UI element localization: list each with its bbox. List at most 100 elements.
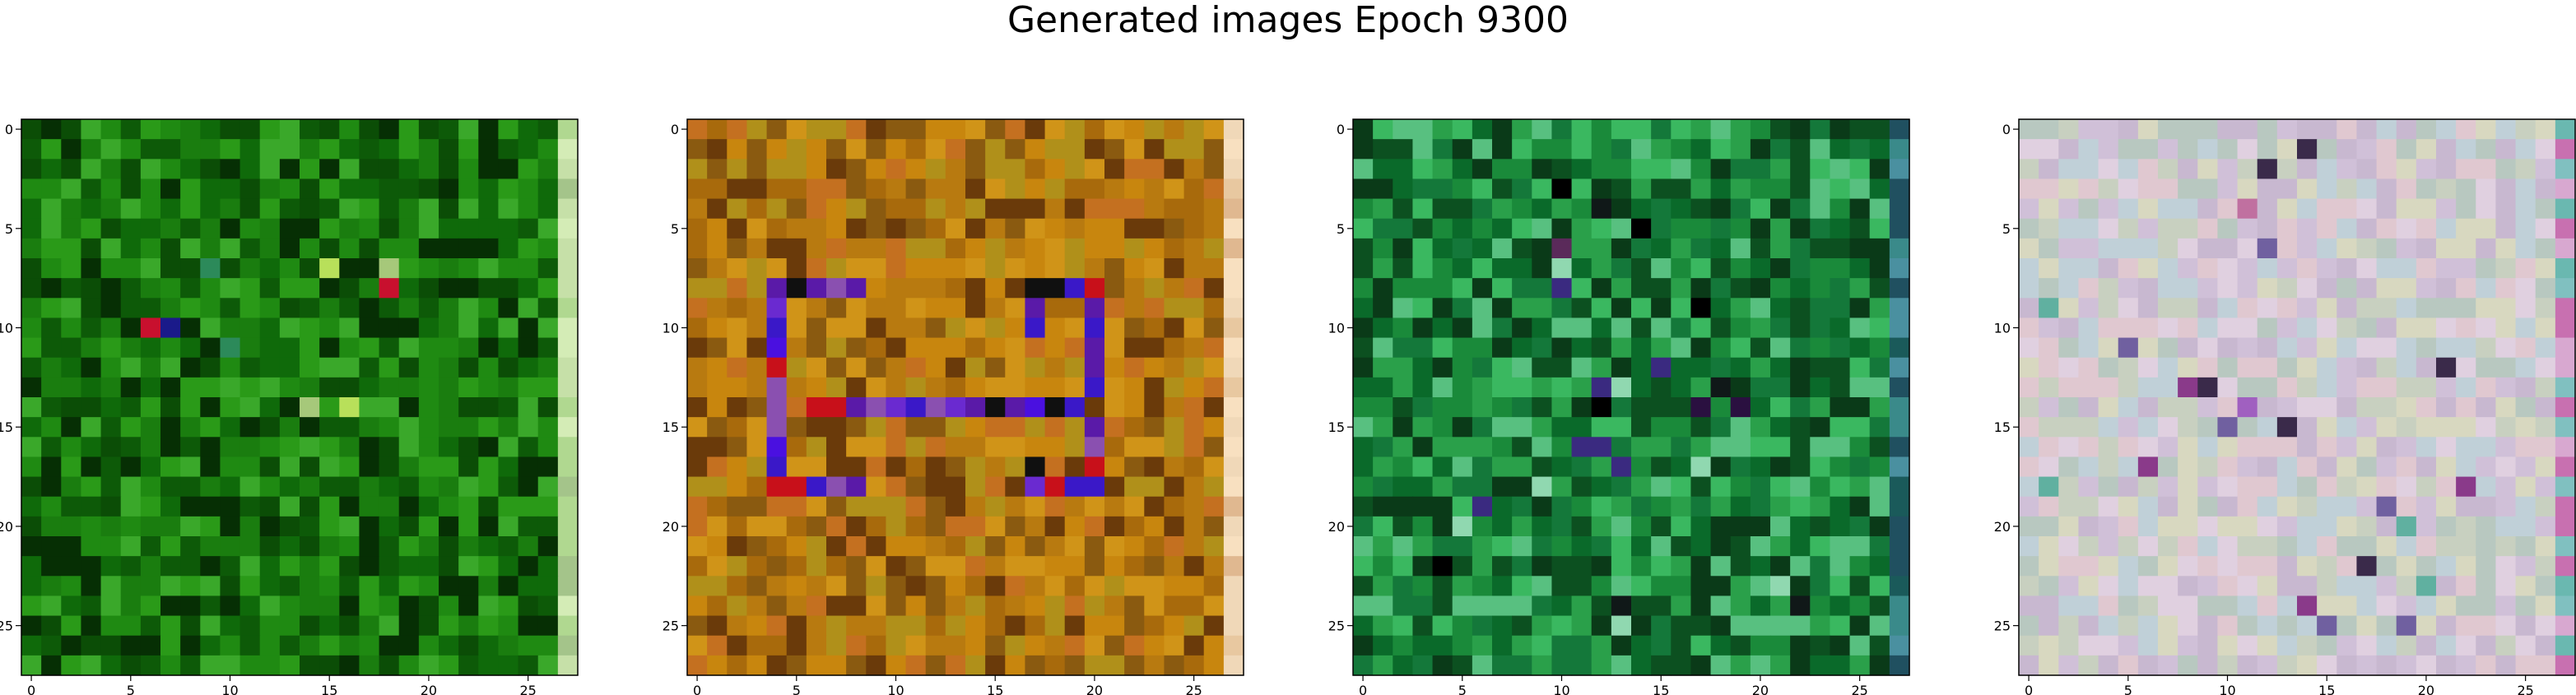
heatmap-cell — [220, 298, 240, 318]
heatmap-cell — [1890, 298, 1910, 318]
heatmap-cell — [1492, 656, 1513, 676]
heatmap-cell — [2178, 317, 2198, 338]
heatmap-cell — [1810, 258, 1830, 279]
heatmap-cell — [1592, 477, 1612, 498]
heatmap-cell — [558, 378, 579, 398]
heatmap-cell — [260, 397, 281, 418]
heatmap-cell — [1810, 159, 1830, 179]
heatmap-cell — [2178, 119, 2198, 140]
heatmap-cell — [2257, 278, 2278, 299]
heatmap-cell — [2317, 119, 2337, 140]
heatmap-cell — [81, 199, 101, 220]
heatmap-cell — [458, 199, 479, 220]
heatmap-cell — [1164, 437, 1184, 457]
heatmap-cell — [946, 417, 966, 438]
heatmap-cell — [1690, 159, 1711, 179]
heatmap-cell — [1005, 199, 1025, 220]
heatmap-cell — [339, 159, 360, 179]
heatmap-cell — [2377, 497, 2397, 517]
heatmap-cell — [300, 456, 320, 477]
heatmap-cell — [180, 517, 201, 537]
heatmap-cell — [1492, 477, 1513, 498]
heatmap-cell — [846, 497, 867, 517]
heatmap-cell — [2337, 199, 2357, 220]
heatmap-cell — [1005, 258, 1025, 279]
heatmap-cell — [1433, 139, 1453, 160]
heatmap-cell — [399, 159, 420, 179]
heatmap-cell — [1433, 636, 1453, 656]
heatmap-cell — [2217, 278, 2238, 299]
heatmap-cell — [1532, 497, 1552, 517]
heatmap-cell — [81, 576, 101, 596]
heatmap-cell — [1532, 159, 1552, 179]
heatmap-cell — [2138, 139, 2159, 160]
heatmap-cell — [2158, 556, 2178, 577]
heatmap-cell — [359, 298, 379, 318]
heatmap-cell — [2516, 358, 2536, 378]
heatmap-cell — [518, 378, 539, 398]
heatmap-cell — [1671, 159, 1691, 179]
heatmap-cell — [2297, 397, 2318, 418]
heatmap-cell — [2197, 258, 2218, 279]
heatmap-cell — [1492, 576, 1513, 596]
heatmap-cell — [2456, 159, 2476, 179]
heatmap-cell — [2138, 358, 2159, 378]
heatmap-cell — [2138, 199, 2159, 220]
heatmap-cell — [1751, 239, 1771, 259]
heatmap-cell — [1651, 417, 1672, 438]
heatmap-cell — [1532, 178, 1552, 199]
heatmap-cell — [2158, 656, 2178, 676]
heatmap-cell — [1671, 378, 1691, 398]
heatmap-cell — [2476, 298, 2496, 318]
heatmap-cell — [846, 119, 867, 140]
heatmap-cell — [2555, 595, 2576, 616]
heatmap-cell — [2158, 298, 2178, 318]
heatmap-cell — [2197, 139, 2218, 160]
x-tick-label: 0 — [27, 683, 35, 695]
heatmap-cell — [2476, 656, 2496, 676]
heatmap-cell — [2297, 378, 2318, 398]
heatmap-cell — [2099, 239, 2119, 259]
heatmap-cell — [787, 656, 807, 676]
heatmap-cell — [1045, 497, 1066, 517]
heatmap-cell — [1393, 616, 1413, 637]
heatmap-cell — [359, 616, 379, 637]
y-tick-label: 5 — [1337, 221, 1345, 237]
heatmap-cell — [1810, 358, 1830, 378]
heatmap-cell — [1373, 159, 1393, 179]
heatmap-cell — [926, 219, 946, 239]
heatmap-cell — [2197, 616, 2218, 637]
heatmap-cell — [1204, 556, 1225, 577]
heatmap-cells — [21, 119, 579, 676]
heatmap-cell — [1124, 358, 1145, 378]
heatmap-cell — [1492, 556, 1513, 577]
heatmap-cell — [280, 536, 300, 557]
heatmap-cell — [926, 159, 946, 179]
heatmap-cell — [1651, 456, 1672, 477]
heatmap-cell — [1412, 119, 1433, 140]
heatmap-cell — [1631, 636, 1652, 656]
heatmap-cell — [2019, 437, 2039, 457]
heatmap-cell — [965, 517, 986, 537]
heatmap-cell — [2257, 119, 2278, 140]
heatmap-cell — [946, 497, 966, 517]
heatmap-cell — [478, 278, 499, 299]
heatmap-cell — [2516, 278, 2536, 299]
heatmap-cell — [2257, 517, 2278, 537]
heatmap-cell — [359, 378, 379, 398]
heatmap-cell — [1751, 258, 1771, 279]
heatmap-cell — [1492, 417, 1513, 438]
heatmap-cell — [2158, 616, 2178, 637]
heatmap-cell — [1551, 278, 1572, 299]
heatmap-cell — [946, 378, 966, 398]
heatmap-cell — [1184, 239, 1205, 259]
heatmap-cell — [1045, 219, 1066, 239]
heatmap-cell — [1711, 656, 1732, 676]
heatmap-cell — [985, 278, 1006, 299]
heatmap-cell — [1204, 417, 1225, 438]
heatmap-cell — [1065, 199, 1086, 220]
heatmap-cell — [707, 139, 728, 160]
heatmap-cell — [826, 159, 847, 179]
heatmap-cell — [1124, 338, 1145, 359]
heatmap-cell — [2058, 636, 2079, 656]
